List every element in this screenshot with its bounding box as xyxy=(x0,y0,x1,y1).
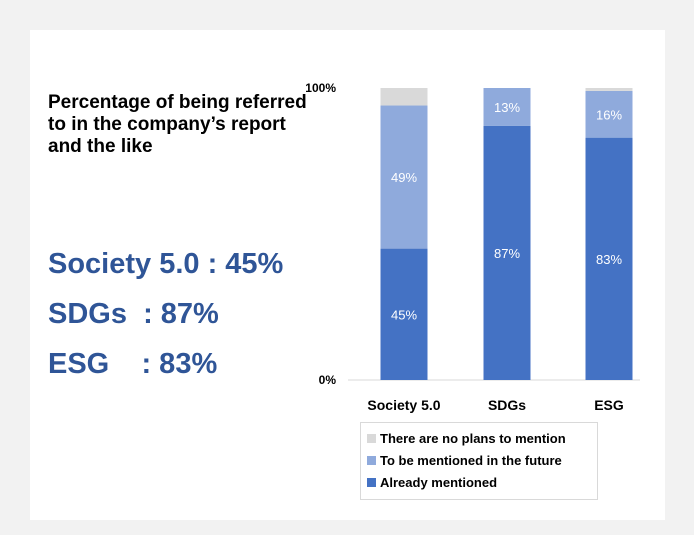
legend-swatch xyxy=(367,455,376,465)
bar-segment xyxy=(380,88,428,106)
category-label: SDGs xyxy=(488,397,526,413)
data-label: 13% xyxy=(494,100,520,115)
stat-sdgs: SDGs : 87% xyxy=(48,298,219,330)
legend-label: Already mentioned xyxy=(380,474,498,490)
chart-subtitle: Percentage of being referred to in the c… xyxy=(48,92,307,157)
legend-item: There are no plans to mention xyxy=(367,427,597,449)
stat-esg: ESG : 83% xyxy=(48,348,218,380)
data-label: 87% xyxy=(494,246,520,261)
y-tick-label: 100% xyxy=(305,81,336,95)
data-label: 49% xyxy=(391,170,417,185)
bar-segment xyxy=(585,88,633,91)
data-label: 16% xyxy=(596,107,622,122)
bar-segment xyxy=(483,88,531,126)
stat-society5: Society 5.0 : 45% xyxy=(48,248,284,280)
category-label: Society 5.0 xyxy=(367,397,440,413)
data-label: 45% xyxy=(391,307,417,322)
bar-segment xyxy=(483,125,531,381)
bar-segment xyxy=(380,105,428,249)
chart-legend: There are no plans to mention To be menti… xyxy=(360,422,598,500)
chart-card: Percentage of being referred to in the c… xyxy=(30,30,665,520)
y-tick-label: 0% xyxy=(319,373,337,387)
category-label: ESG xyxy=(594,397,624,413)
stacked-bar-chart: 0% 100% 45% 49% Society 5.0 87% 13% SDGs 83% 16% E… xyxy=(305,81,640,413)
legend-item: To be mentioned in the future xyxy=(367,449,597,471)
legend-swatch xyxy=(367,433,376,443)
bar-segment xyxy=(380,248,428,380)
legend-label: To be mentioned in the future xyxy=(380,452,562,468)
bar-segment xyxy=(585,137,633,380)
bar-segment xyxy=(585,90,633,138)
legend-item: Already mentioned xyxy=(367,471,597,493)
legend-label: There are no plans to mention xyxy=(380,430,566,446)
legend-swatch xyxy=(367,477,376,487)
data-label: 83% xyxy=(596,252,622,267)
